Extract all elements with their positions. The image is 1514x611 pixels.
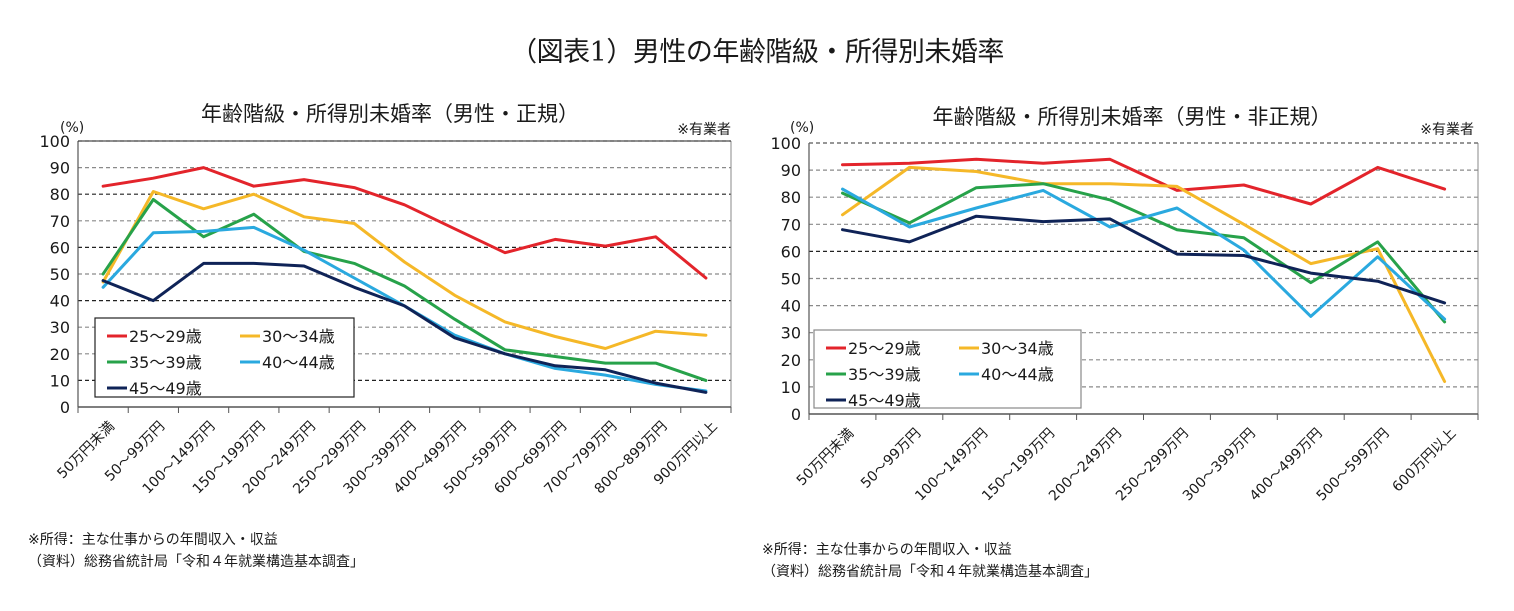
footnote-income: ※所得：主な仕事からの年間収入・収益 (28, 532, 278, 548)
chart-title: 年齢階級・所得別未婚率（男性・正規） (201, 102, 579, 126)
footnote-source: （資料）総務省統計局「令和４年就業構造基本調査」 (762, 564, 1098, 580)
x-tick-label: 50～99万円 (858, 426, 924, 492)
legend-label: 30～34歳 (262, 327, 335, 346)
legend-label: 35～39歳 (848, 365, 921, 384)
y-tick-label: 50 (50, 265, 70, 284)
legend: 25～29歳 30～34歳 35～39歳 40～44歳 45～49歳 (813, 329, 1082, 410)
x-tick-label: 50万円未満 (794, 426, 858, 490)
legend-label: 25～29歳 (129, 327, 202, 346)
y-tick-label: 60 (781, 242, 801, 261)
figure-title: （図表1）男性の年齢階級・所得別未婚率 (510, 37, 1004, 68)
y-tick-label: 40 (50, 292, 70, 311)
y-tick-label: 60 (50, 238, 70, 257)
y-axis-unit: (%) (60, 120, 84, 136)
x-tick-label: 600万円以上 (1390, 426, 1460, 496)
legend-box (813, 329, 1082, 409)
employed-note: ※有業者 (1420, 122, 1474, 138)
y-tick-label: 100 (770, 134, 801, 153)
y-tick-label: 30 (50, 318, 70, 337)
legend-label: 40～44歳 (981, 365, 1054, 384)
y-tick-label: 40 (781, 297, 801, 316)
chart-title: 年齢階級・所得別未婚率（男性・非正規） (933, 105, 1332, 129)
legend-label: 45～49歳 (129, 379, 202, 398)
footnotes-regular: ※所得：主な仕事からの年間収入・収益 （資料）総務省統計局「令和４年就業構造基本… (28, 529, 364, 573)
y-tick-label: 0 (60, 398, 70, 417)
footnote-source: （資料）総務省統計局「令和４年就業構造基本調査」 (28, 554, 364, 570)
y-tick-label: 80 (50, 185, 70, 204)
y-tick-label: 0 (791, 405, 801, 424)
legend-label: 25～29歳 (848, 339, 921, 358)
employed-note: ※有業者 (677, 122, 731, 138)
legend-label: 35～39歳 (129, 353, 202, 372)
y-tick-label: 70 (50, 212, 70, 231)
series-line-35-39- (841, 182, 1447, 324)
y-tick-label: 20 (781, 351, 801, 370)
y-tick-label: 90 (50, 159, 70, 178)
y-tick-label: 50 (781, 270, 801, 289)
legend-label: 40～44歳 (262, 353, 335, 372)
y-tick-label: 20 (50, 345, 70, 364)
y-tick-label: 10 (781, 378, 801, 397)
y-tick-label: 30 (781, 324, 801, 343)
legend-label: 30～34歳 (981, 339, 1054, 358)
y-tick-label: 80 (781, 188, 801, 207)
y-axis-unit: (%) (790, 120, 814, 136)
y-tick-label: 90 (781, 161, 801, 180)
series-line-25-29- (841, 157, 1447, 206)
y-tick-label: 70 (781, 215, 801, 234)
series-line-30-34- (841, 165, 1447, 383)
y-tick-label: 10 (50, 371, 70, 390)
legend-label: 45～49歳 (848, 391, 921, 410)
y-tick-label: 100 (39, 132, 70, 151)
series-line-40-44- (841, 187, 1447, 321)
x-tick-label: 500～599万円 (1314, 426, 1393, 505)
series-line-45-49- (841, 214, 1447, 305)
footnotes-nonregular: ※所得：主な仕事からの年間収入・収益 （資料）総務省統計局「令和４年就業構造基本… (762, 539, 1098, 583)
legend-box (94, 317, 355, 398)
legend: 25～29歳 30～34歳 35～39歳 40～44歳 45～49歳 (94, 317, 355, 398)
footnote-income: ※所得：主な仕事からの年間収入・収益 (762, 542, 1012, 558)
